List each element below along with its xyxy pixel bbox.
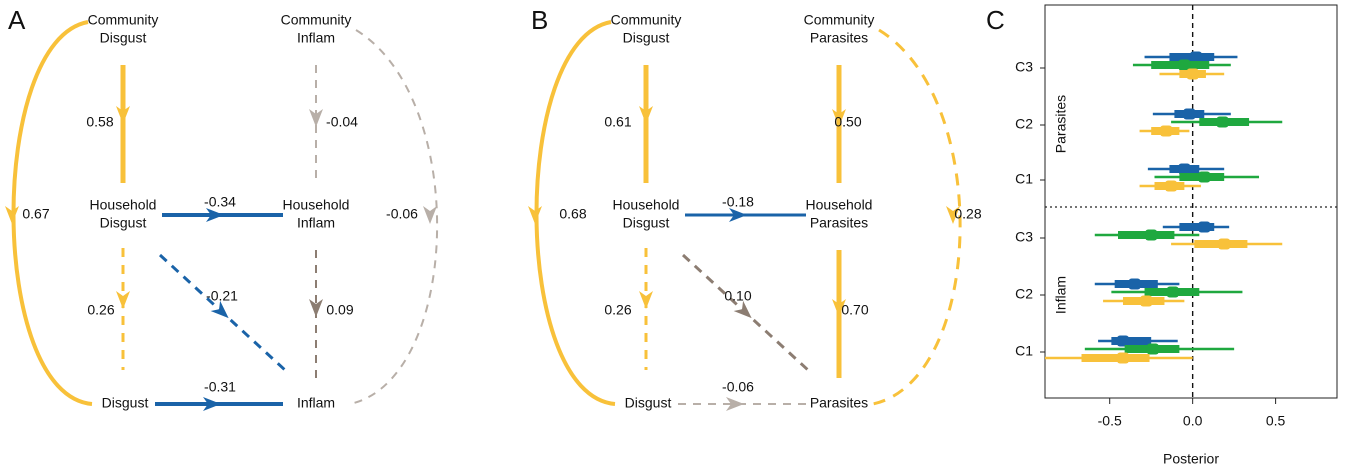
median — [1189, 51, 1202, 63]
node-label: Disgust — [623, 30, 670, 46]
y-tick-label: C1 — [1015, 343, 1033, 359]
median — [1218, 238, 1231, 250]
median — [1186, 68, 1199, 80]
node-label: Parasites — [810, 215, 868, 231]
node-label: Disgust — [102, 395, 149, 411]
inner-interval — [1081, 354, 1150, 362]
edge-arrow — [309, 299, 323, 317]
panel-label: B — [531, 5, 548, 35]
edge-arrow — [203, 397, 221, 411]
node-label: Community — [804, 12, 875, 28]
median — [1116, 335, 1129, 347]
panel-label: A — [8, 5, 26, 35]
edge-coefficient: 0.68 — [559, 206, 586, 222]
node-label: Household — [90, 197, 157, 213]
median — [1178, 163, 1191, 175]
edge-arrow — [726, 397, 744, 411]
median — [1216, 116, 1229, 128]
node-label: Household — [283, 197, 350, 213]
edge-arrow — [206, 208, 224, 222]
edge-coefficient: 0.50 — [834, 114, 861, 130]
edge-coefficient: -0.06 — [386, 206, 418, 222]
edge-arrow — [729, 208, 747, 222]
y-tick-label: C2 — [1015, 116, 1033, 132]
y-tick-label: C3 — [1015, 59, 1033, 75]
node-label: Household — [613, 197, 680, 213]
edge-arrow — [309, 109, 323, 127]
edge-coefficient: 0.09 — [326, 302, 353, 318]
plot-frame — [1044, 4, 1338, 399]
edge-coefficient: 0.58 — [86, 114, 113, 130]
edge-coefficient: -0.18 — [722, 194, 754, 210]
group-label: Inflam — [1053, 276, 1069, 314]
edge-arrow — [733, 300, 752, 319]
panel-label: C — [986, 5, 1005, 35]
y-tick-label: C2 — [1015, 286, 1033, 302]
median — [1178, 59, 1191, 71]
edge-coefficient: -0.21 — [206, 288, 238, 304]
edge-coefficient: 0.26 — [604, 302, 631, 318]
median — [1166, 286, 1179, 298]
node-label: Inflam — [297, 30, 335, 46]
edge-coefficient: -0.31 — [204, 379, 236, 395]
edge-arrow — [639, 291, 653, 309]
median — [1198, 171, 1211, 183]
edge-coefficient: 0.10 — [724, 288, 751, 304]
edge-coefficient: -0.34 — [204, 194, 236, 210]
median — [1183, 108, 1196, 120]
edge-arrow — [639, 106, 653, 124]
edge-coefficient: -0.04 — [326, 114, 358, 130]
edge-arrow — [116, 291, 130, 309]
median — [1165, 180, 1178, 192]
edge-arrow — [832, 109, 846, 127]
node-label: Community — [611, 12, 682, 28]
median — [1145, 229, 1158, 241]
edge-arrow — [5, 206, 19, 224]
node-label: Inflam — [297, 395, 335, 411]
median — [1116, 352, 1129, 364]
node-label: Parasites — [810, 30, 868, 46]
edge-arrow — [946, 206, 960, 224]
median — [1146, 343, 1159, 355]
y-tick-label: C1 — [1015, 171, 1033, 187]
edge-coefficient: 0.28 — [954, 206, 981, 222]
path-edge — [872, 28, 962, 406]
x-tick-label: 0.0 — [1183, 413, 1203, 429]
y-tick-label: C3 — [1015, 229, 1033, 245]
edge-coefficient: -0.06 — [722, 379, 754, 395]
node-label: Household — [806, 197, 873, 213]
node-label: Disgust — [623, 215, 670, 231]
edge-arrow — [210, 300, 229, 319]
group-label: Parasites — [1053, 95, 1069, 153]
edge-arrow — [832, 299, 846, 317]
edge-arrow — [116, 106, 130, 124]
node-label: Disgust — [100, 215, 147, 231]
median — [1128, 278, 1141, 290]
node-label: Inflam — [297, 215, 335, 231]
median — [1140, 295, 1153, 307]
node-label: Disgust — [625, 395, 672, 411]
x-tick-label: -0.5 — [1098, 413, 1122, 429]
path-edge — [349, 29, 439, 405]
node-label: Parasites — [810, 395, 868, 411]
edge-coefficient: 0.70 — [841, 302, 868, 318]
edge-coefficient: 0.67 — [22, 206, 49, 222]
inner-interval — [1111, 337, 1152, 345]
x-tick-label: 0.5 — [1266, 413, 1286, 429]
edge-arrow — [528, 206, 542, 224]
median — [1160, 125, 1173, 137]
node-label: Community — [88, 12, 159, 28]
x-axis-title: Posterior — [1163, 451, 1219, 467]
edge-coefficient: 0.61 — [604, 114, 631, 130]
inner-interval — [1179, 223, 1215, 231]
node-label: Community — [281, 12, 352, 28]
node-label: Disgust — [100, 30, 147, 46]
edge-coefficient: 0.26 — [87, 302, 114, 318]
edge-arrow — [423, 206, 437, 224]
median — [1198, 221, 1211, 233]
